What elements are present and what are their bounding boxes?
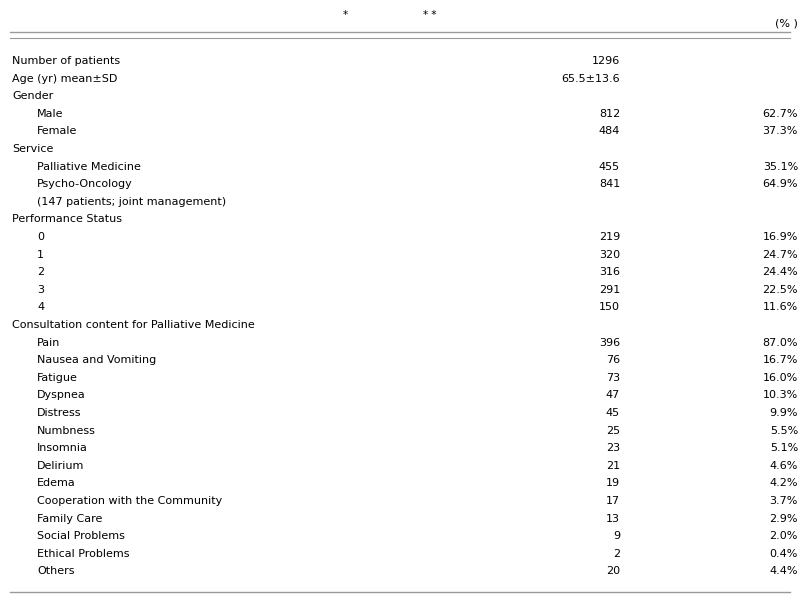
Text: Numbness: Numbness [37,426,96,435]
Text: 4: 4 [37,303,44,312]
Text: 17: 17 [606,496,620,506]
Text: 64.9%: 64.9% [762,179,798,189]
Text: Consultation content for Palliative Medicine: Consultation content for Palliative Medi… [12,320,254,330]
Text: 16.9%: 16.9% [762,232,798,242]
Text: 35.1%: 35.1% [762,161,798,172]
Text: Fatigue: Fatigue [37,373,78,383]
Text: Others: Others [37,566,74,577]
Text: 22.5%: 22.5% [762,285,798,295]
Text: 2.0%: 2.0% [770,531,798,541]
Text: 24.4%: 24.4% [762,267,798,277]
Text: 4.6%: 4.6% [770,461,798,471]
Text: 47: 47 [606,390,620,401]
Text: 455: 455 [599,161,620,172]
Text: 2: 2 [613,549,620,559]
Text: Number of patients: Number of patients [12,56,120,66]
Text: Social Problems: Social Problems [37,531,125,541]
Text: 76: 76 [606,355,620,365]
Text: 9.9%: 9.9% [770,408,798,418]
Text: 73: 73 [606,373,620,383]
Text: 24.7%: 24.7% [762,250,798,259]
Text: Age (yr) mean±SD: Age (yr) mean±SD [12,74,118,83]
Text: Insomnia: Insomnia [37,443,88,453]
Text: 62.7%: 62.7% [762,109,798,119]
Text: Family Care: Family Care [37,513,102,524]
Text: Performance Status: Performance Status [12,214,122,225]
Text: 20: 20 [606,566,620,577]
Text: 87.0%: 87.0% [762,337,798,348]
Text: 2: 2 [37,267,44,277]
Text: 37.3%: 37.3% [762,127,798,136]
Text: 23: 23 [606,443,620,453]
Text: 320: 320 [599,250,620,259]
Text: 9: 9 [613,531,620,541]
Text: 396: 396 [599,337,620,348]
Text: 3: 3 [37,285,44,295]
Text: 1296: 1296 [592,56,620,66]
Text: Pain: Pain [37,337,60,348]
Text: Palliative Medicine: Palliative Medicine [37,161,141,172]
Text: 150: 150 [599,303,620,312]
Text: *: * [342,10,347,20]
Text: 0.4%: 0.4% [770,549,798,559]
Text: 1: 1 [37,250,44,259]
Text: Psycho-Oncology: Psycho-Oncology [37,179,133,189]
Text: Distress: Distress [37,408,82,418]
Text: 291: 291 [598,285,620,295]
Text: (147 patients; joint management): (147 patients; joint management) [37,197,226,207]
Text: 25: 25 [606,426,620,435]
Text: Female: Female [37,127,78,136]
Text: 11.6%: 11.6% [762,303,798,312]
Text: 219: 219 [598,232,620,242]
Text: Gender: Gender [12,91,54,101]
Text: 13: 13 [606,513,620,524]
Text: 21: 21 [606,461,620,471]
Text: Male: Male [37,109,63,119]
Text: Edema: Edema [37,479,76,488]
Text: (% ): (% ) [775,18,798,28]
Text: * *: * * [423,10,437,20]
Text: Dyspnea: Dyspnea [37,390,86,401]
Text: 16.7%: 16.7% [762,355,798,365]
Text: Delirium: Delirium [37,461,84,471]
Text: 5.1%: 5.1% [770,443,798,453]
Text: 65.5±13.6: 65.5±13.6 [562,74,620,83]
Text: Nausea and Vomiting: Nausea and Vomiting [37,355,156,365]
Text: 0: 0 [37,232,44,242]
Text: 2.9%: 2.9% [770,513,798,524]
Text: 484: 484 [598,127,620,136]
Text: 3.7%: 3.7% [770,496,798,506]
Text: 316: 316 [599,267,620,277]
Text: Service: Service [12,144,54,154]
Text: 10.3%: 10.3% [762,390,798,401]
Text: 812: 812 [598,109,620,119]
Text: 841: 841 [598,179,620,189]
Text: Cooperation with the Community: Cooperation with the Community [37,496,222,506]
Text: 19: 19 [606,479,620,488]
Text: 5.5%: 5.5% [770,426,798,435]
Text: 4.4%: 4.4% [770,566,798,577]
Text: 4.2%: 4.2% [770,479,798,488]
Text: Ethical Problems: Ethical Problems [37,549,130,559]
Text: 45: 45 [606,408,620,418]
Text: 16.0%: 16.0% [762,373,798,383]
